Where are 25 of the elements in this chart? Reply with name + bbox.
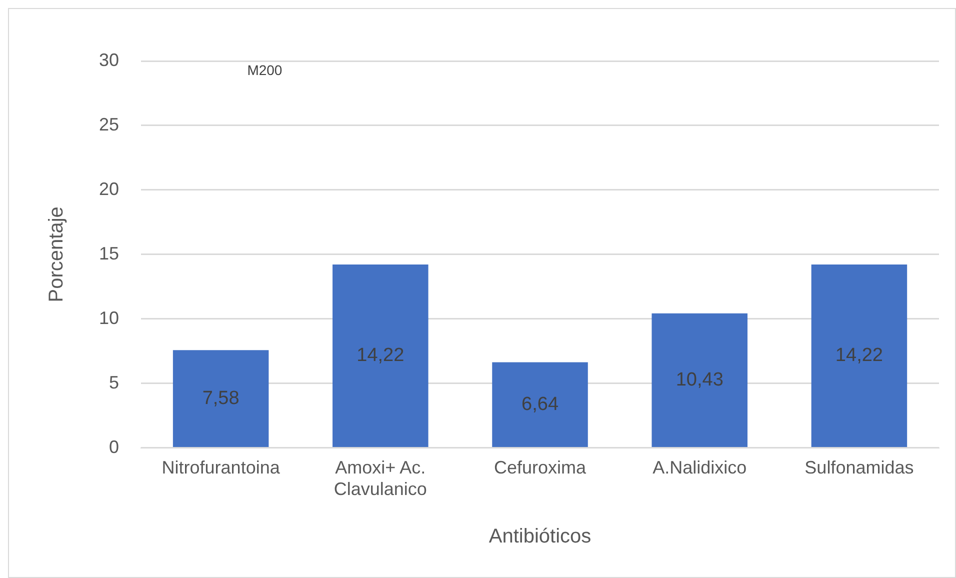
data-label: 7,58 xyxy=(202,388,240,409)
data-label: 14,22 xyxy=(356,344,404,366)
y-axis-title: Porcentaje xyxy=(46,206,68,302)
x-axis-title: Antibióticos xyxy=(488,526,592,548)
bar xyxy=(332,264,428,448)
y-tick-label: 20 xyxy=(98,178,120,199)
y-tick-label: 5 xyxy=(109,372,120,392)
x-tick-label: A.Nalidixico xyxy=(652,458,747,478)
y-tick-label: 25 xyxy=(98,114,120,134)
data-label: 10,43 xyxy=(676,369,724,390)
y-tick-label: 15 xyxy=(98,243,120,264)
bar xyxy=(492,362,588,448)
x-tick-label: Cefuroxima xyxy=(494,458,588,478)
data-label: 14,22 xyxy=(835,344,883,366)
y-tick-label: 10 xyxy=(98,308,120,328)
x-tick-label: Nitrofurantoina xyxy=(162,458,281,478)
x-tick-label: Sulfonamidas xyxy=(804,458,914,478)
bar xyxy=(811,264,908,448)
bar xyxy=(652,313,748,448)
bar xyxy=(172,350,269,448)
y-tick-label: 0 xyxy=(109,436,120,457)
annotation: M200 xyxy=(247,62,282,78)
x-tick-label: Amoxi+ Ac. Clavulanico xyxy=(334,458,427,500)
data-label: 6,64 xyxy=(522,394,559,415)
y-tick-label: 30 xyxy=(98,50,120,70)
